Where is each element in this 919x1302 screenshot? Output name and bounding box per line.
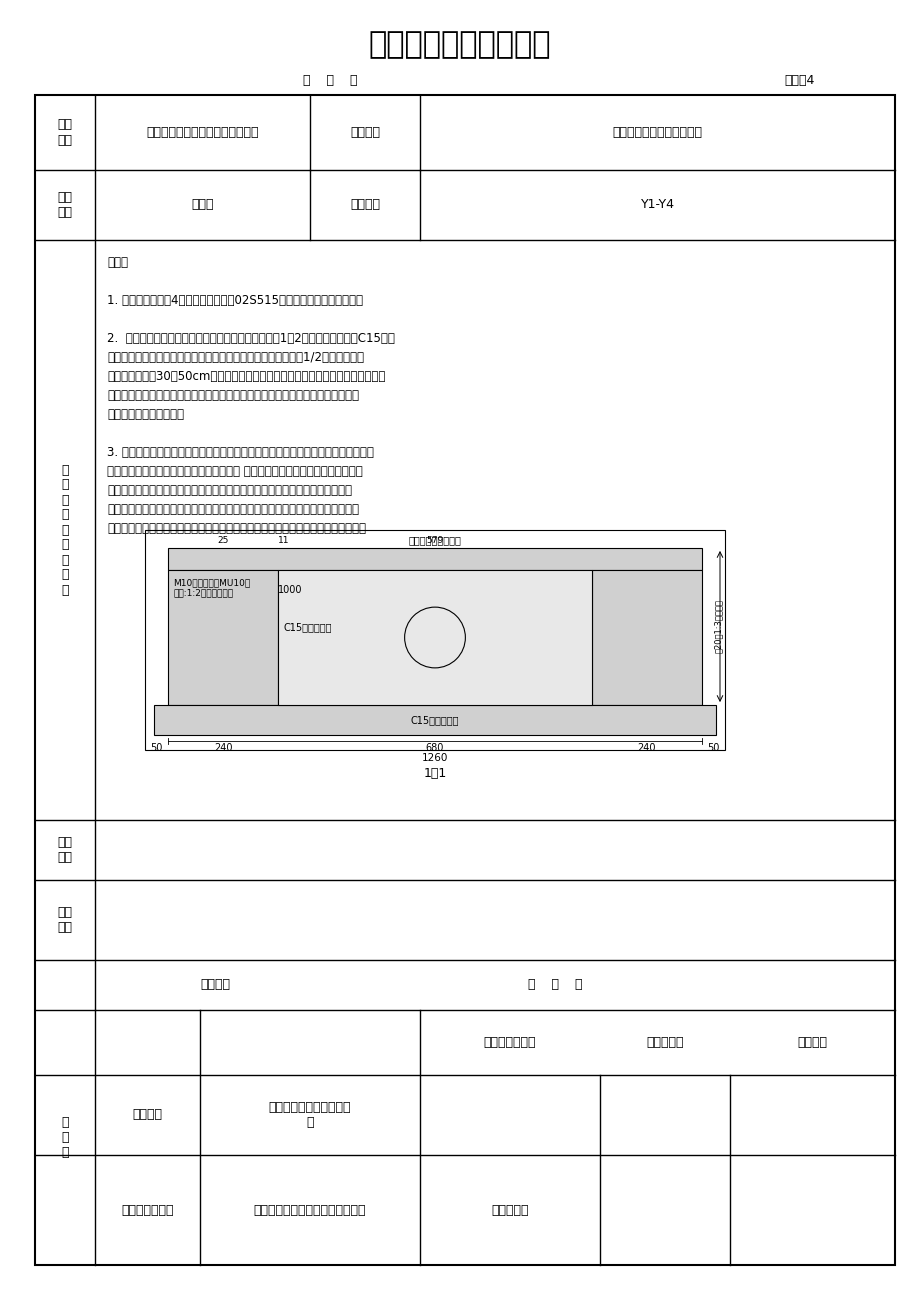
Text: 河南天工建设集团有限公
司: 河南天工建设集团有限公 司	[268, 1101, 351, 1129]
Text: 验收
意见: 验收 意见	[57, 836, 73, 865]
Text: C15混凝土基础: C15混凝土基础	[410, 715, 459, 725]
Text: 50: 50	[150, 743, 163, 753]
Text: 50: 50	[707, 743, 719, 753]
Text: 施工单位: 施工单位	[132, 1108, 163, 1121]
Text: 雨水口: 雨水口	[191, 198, 213, 211]
Bar	[154, 704, 715, 736]
Text: 2.  雨水口为砖砌，抹面、勾缝、座浆、抹三角灰均用1：2水泥砂浆，井基为C15砼，: 2. 雨水口为砖砌，抹面、勾缝、座浆、抹三角灰均用1：2水泥砂浆，井基为C15砼…	[107, 332, 394, 345]
Text: 1. 该段雨水口共有4座，按照标准图集02S515进行施工，检查并见附图。: 1. 该段雨水口共有4座，按照标准图集02S515进行施工，检查并见附图。	[107, 294, 363, 307]
Text: 厚20厚1:3水泥里置: 厚20厚1:3水泥里置	[713, 599, 722, 654]
Text: 说明：: 说明：	[107, 256, 128, 270]
Text: 1000: 1000	[278, 586, 302, 595]
Text: 砖砌井盖及砖砌管子: 砖砌井盖及砖砌管子	[408, 535, 461, 546]
Text: 11: 11	[278, 536, 289, 546]
Text: 工程
名称: 工程 名称	[57, 118, 73, 147]
Text: 止渗漏和压坏管道。雨季砌筑井室时，应在管道铺设后一次砌起，防止雨水、泥土: 止渗漏和压坏管道。雨季砌筑井室时，应在管道铺设后一次砌起，防止雨水、泥土	[107, 389, 358, 402]
Text: 河南天工建设集团有限公司: 河南天工建设集团有限公司	[612, 126, 702, 139]
Bar	[168, 548, 701, 570]
Text: 240: 240	[214, 743, 233, 753]
Bar	[168, 570, 278, 704]
Text: C15钢石混凝土: C15钢石混凝土	[283, 622, 332, 633]
Bar	[35, 95, 894, 1266]
Text: 隐
检
内
容
及
检
查
情
况: 隐 检 内 容 及 检 查 情 况	[62, 464, 69, 596]
Text: 质检表4: 质检表4	[784, 73, 814, 86]
Text: 579: 579	[425, 536, 443, 546]
Text: 确、牢固，井盖、座规格符合设计要求；砂浆、砼强度、平面轴线位置、结构断面: 确、牢固，井盖、座规格符合设计要求；砂浆、砼强度、平面轴线位置、结构断面	[107, 503, 358, 516]
Text: 邓州市工程建设监理有限责任公司: 邓州市工程建设监理有限责任公司	[254, 1203, 366, 1216]
Text: 240: 240	[637, 743, 655, 753]
Text: 3. 经检查，所用原材料符合设计要求，砌体灰浆饱满、灰缝直顺，无通缝、瞎缝；井: 3. 经检查，所用原材料符合设计要求，砌体灰浆饱满、灰缝直顺，无通缝、瞎缝；井	[107, 447, 373, 460]
Text: Y1-Y4: Y1-Y4	[640, 198, 674, 211]
Text: 位置及尺寸正确，无建筑垃圾杂物；流槽平顺、圆滑、光洁，井室内踏步位置正: 位置及尺寸正确，无建筑垃圾杂物；流槽平顺、圆滑、光洁，井室内踏步位置正	[107, 484, 352, 497]
Text: 680: 680	[425, 743, 444, 753]
Text: 专业技术负责人: 专业技术负责人	[483, 1036, 536, 1049]
Text: 专业工长: 专业工长	[797, 1036, 826, 1049]
Text: 厚度同干管管基厚。检查井内需做流槽，流槽高度为干管管径的1/2。管道接入井: 厚度同干管管基厚。检查井内需做流槽，流槽高度为干管管径的1/2。管道接入井	[107, 352, 364, 365]
Bar	[145, 530, 724, 750]
Text: 处理
意见: 处理 意见	[57, 906, 73, 934]
Text: 年    月    日: 年 月 日	[302, 73, 357, 86]
Bar	[278, 570, 591, 704]
Text: 监理或建设单位: 监理或建设单位	[121, 1203, 174, 1216]
Text: 25: 25	[217, 536, 229, 546]
Text: 隐检
项目: 隐检 项目	[57, 191, 73, 219]
Text: 专业工程师: 专业工程师	[491, 1203, 528, 1216]
Text: 1260: 1260	[421, 753, 448, 763]
Bar	[591, 570, 701, 704]
Text: 专业质检员: 专业质检员	[645, 1036, 683, 1049]
Text: 施工单位: 施工单位	[349, 126, 380, 139]
Text: 年    月    日: 年 月 日	[528, 979, 582, 992]
Text: M10水泥砂浆砌MU10砖
砌内:1:2水泥砂浆勾缝: M10水泥砂浆砌MU10砖 砌内:1:2水泥砂浆勾缝	[173, 578, 250, 598]
Text: 室，井壁应留有30－50cm的环缝，用油麻、水泥砂浆填塞，以适应不均匀沉陷，防: 室，井壁应留有30－50cm的环缝，用油麻、水泥砂浆填塞，以适应不均匀沉陷，防	[107, 370, 385, 383]
Text: 邓州革命传统教育展览馆（外网）: 邓州革命传统教育展览馆（外网）	[146, 126, 258, 139]
Text: 1－1: 1－1	[423, 767, 446, 780]
Text: 复检人：: 复检人：	[199, 979, 230, 992]
Text: 隐蔽工程检查验收记录: 隐蔽工程检查验收记录	[369, 30, 550, 60]
Text: 室无渗水，水珠井壁抹面平整密实，无裂缝 井内部结构符合设计和水利工艺要求，: 室无渗水，水珠井壁抹面平整密实，无裂缝 井内部结构符合设计和水利工艺要求，	[107, 465, 362, 478]
Text: 流失井室造成管内堵塞！: 流失井室造成管内堵塞！	[107, 408, 184, 421]
Text: 尺寸深尺寸、井底高程、井口高程、踏步、脚窝、溜槽均符合设计及规范标准要求。: 尺寸深尺寸、井底高程、井口高程、踏步、脚窝、溜槽均符合设计及规范标准要求。	[107, 522, 366, 535]
Text: 签
字
栏: 签 字 栏	[62, 1116, 69, 1159]
Text: 隐检范围: 隐检范围	[349, 198, 380, 211]
